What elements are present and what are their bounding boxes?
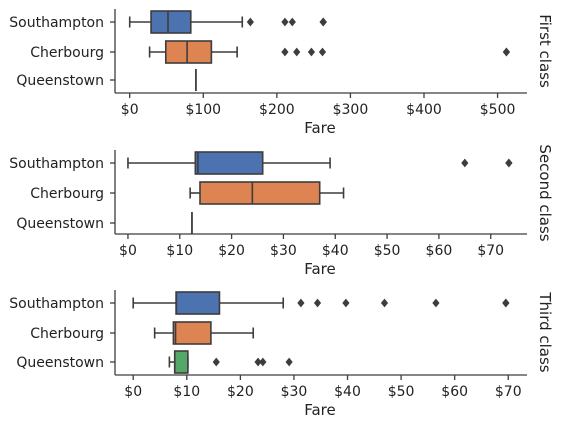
box-iqr [194, 151, 264, 175]
x-tick-label: $400 [406, 102, 442, 118]
x-axis-title: Fare [304, 119, 336, 137]
panel-second-class: Southampton Cherbourg Queenstown $0 $10 $20 $3… [9, 144, 554, 278]
x-tick-label: $0 [119, 243, 137, 259]
box-iqr [175, 291, 221, 315]
outlier-point [380, 298, 389, 308]
outlier-point [288, 17, 296, 27]
x-tick-label: $10 [166, 243, 193, 259]
box-iqr [164, 40, 213, 64]
outlier-point [293, 47, 301, 57]
outlier-point [318, 47, 327, 57]
box-cherbourg [148, 40, 510, 64]
panel-third-class: Southampton Cherbourg Queenstown $0 $10 $20 $3… [9, 290, 554, 419]
outlier-point [285, 357, 293, 367]
outlier-point [342, 298, 350, 308]
box-queenstown [168, 350, 293, 374]
x-axis-title: Fare [304, 260, 336, 278]
outlier-point [212, 357, 220, 367]
x-tick-label: $30 [281, 384, 308, 400]
row-title-second-class: Second class [536, 144, 554, 241]
x-tick-label: $100 [185, 102, 221, 118]
outlier-point [297, 298, 305, 308]
box-southampton [127, 151, 513, 175]
category-label-cherbourg: Cherbourg [30, 45, 104, 61]
box-cherbourg [189, 181, 345, 205]
outlier-point [432, 298, 440, 308]
box-southampton [128, 10, 327, 34]
x-tick-label: $60 [426, 243, 453, 259]
x-tick-label: $70 [495, 384, 522, 400]
category-label-queenstown: Queenstown [16, 73, 104, 89]
box-iqr [172, 321, 212, 345]
category-label-cherbourg: Cherbourg [30, 326, 104, 342]
box-cherbourg [153, 321, 255, 345]
row-title-third-class: Third class [536, 291, 554, 372]
x-tick-label: $500 [480, 102, 516, 118]
outlier-point [281, 17, 289, 27]
category-label-queenstown: Queenstown [16, 216, 104, 232]
x-axis-title: Fare [304, 401, 336, 419]
box-iqr [150, 10, 192, 34]
x-tick-label: $0 [121, 102, 139, 118]
box-iqr [173, 350, 189, 374]
outlier-point [254, 357, 262, 367]
outlier-point [313, 298, 322, 308]
x-tick-label: $20 [218, 243, 245, 259]
x-tick-label: $10 [173, 384, 200, 400]
box-southampton [132, 291, 510, 315]
x-tick-label: $40 [334, 384, 361, 400]
outlier-point [505, 158, 513, 168]
box-iqr [199, 181, 321, 205]
x-tick-label: $50 [374, 243, 401, 259]
x-tick-label: $60 [441, 384, 468, 400]
category-label-southampton: Southampton [9, 15, 104, 31]
x-tick-label: $40 [322, 243, 349, 259]
x-tick-label: $50 [388, 384, 415, 400]
x-tick-label: $300 [333, 102, 369, 118]
x-tick-label: $200 [259, 102, 295, 118]
outlier-point [259, 357, 267, 367]
x-tick-label: $0 [124, 384, 142, 400]
outlier-point [502, 298, 510, 308]
x-tick-label: $70 [477, 243, 504, 259]
category-label-cherbourg: Cherbourg [30, 186, 104, 202]
x-tick-label: $20 [227, 384, 254, 400]
category-label-queenstown: Queenstown [16, 355, 104, 371]
x-tick-label: $30 [270, 243, 297, 259]
category-label-southampton: Southampton [9, 296, 104, 312]
outlier-point [246, 17, 254, 27]
outlier-point [307, 47, 316, 57]
outlier-point [281, 47, 289, 57]
panel-first-class: Southampton Cherbourg Queenstown $0 $100 $200… [9, 9, 554, 137]
row-title-first-class: First class [536, 14, 554, 88]
category-label-southampton: Southampton [9, 156, 104, 172]
outlier-point [502, 47, 510, 57]
outlier-point [461, 158, 469, 168]
outlier-point [319, 17, 327, 27]
